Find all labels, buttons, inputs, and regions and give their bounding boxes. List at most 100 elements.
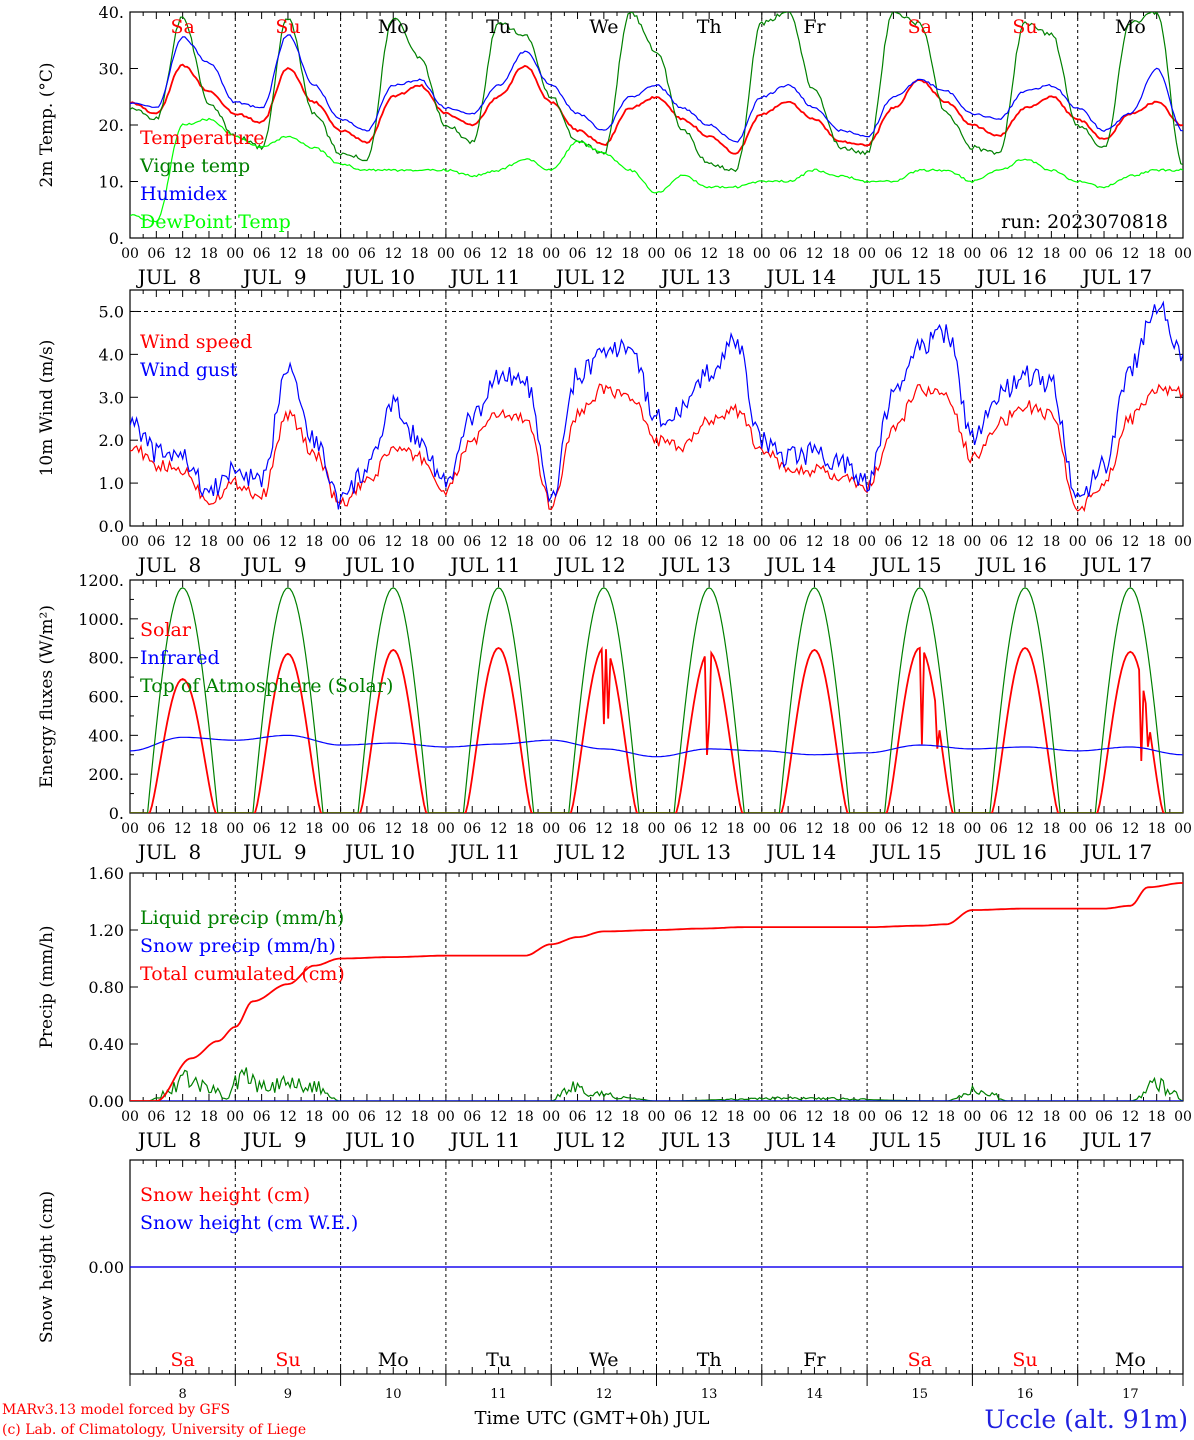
hour-label: 18	[937, 534, 955, 550]
series-line-wind-speed	[130, 383, 1183, 513]
hour-label: 12	[279, 534, 297, 550]
hour-label: 06	[1095, 534, 1113, 550]
hour-label: 18	[937, 1109, 955, 1125]
y-tick-label: 200.	[88, 765, 124, 784]
weekday-label: Su	[1012, 16, 1037, 38]
y-tick-label: 4.0	[99, 345, 124, 364]
date-label: JUL 8	[136, 553, 202, 577]
hour-label: 06	[253, 534, 271, 550]
date-label: JUL 12	[554, 1128, 626, 1152]
day-number-label: 15	[911, 1387, 928, 1402]
lab-credit: (c) Lab. of Climatology, University of L…	[2, 1422, 306, 1438]
weekday-label: Mo	[1115, 16, 1146, 38]
series-group	[130, 300, 1183, 513]
hour-label: 18	[516, 821, 534, 837]
day-number-label: 10	[385, 1387, 402, 1402]
date-label: JUL 14	[764, 265, 836, 289]
legend-entry: Solar	[140, 619, 192, 641]
date-label: JUL 13	[659, 840, 731, 864]
hour-label: 12	[384, 821, 402, 837]
hour-label: 00	[1069, 821, 1087, 837]
hour-label: 12	[911, 534, 929, 550]
run-label: run: 2023070818	[1001, 211, 1168, 233]
weekday-label: Sa	[170, 1349, 194, 1371]
hour-label: 00	[858, 1109, 876, 1125]
legend-entry: Total cumulated (cm)	[140, 963, 345, 985]
y-tick-label: 40.	[99, 3, 124, 22]
y-tick-label: 1000.	[78, 610, 124, 629]
hour-label: 00	[858, 821, 876, 837]
weekday-label: Sa	[908, 1349, 932, 1371]
hour-label: 06	[1095, 821, 1113, 837]
hour-label: 00	[121, 1109, 139, 1125]
hour-label: 06	[779, 246, 797, 262]
hour-label: 00	[121, 534, 139, 550]
legend-entry: Vigne temp	[139, 155, 250, 177]
hour-label: 06	[569, 534, 587, 550]
hour-label: 12	[384, 246, 402, 262]
hour-label: 12	[1121, 246, 1139, 262]
hour-label: 18	[200, 246, 218, 262]
hour-label: 12	[806, 1109, 824, 1125]
day-number-label: 9	[284, 1387, 292, 1402]
hour-label: 18	[1148, 246, 1166, 262]
series-line-humidex	[130, 34, 1183, 143]
hour-label: 06	[779, 821, 797, 837]
hour-label: 18	[516, 1109, 534, 1125]
date-label: JUL 13	[659, 265, 731, 289]
date-label: JUL 15	[870, 265, 942, 289]
hour-label: 18	[516, 246, 534, 262]
hour-label: 00	[753, 534, 771, 550]
hour-label: 06	[253, 1109, 271, 1125]
hour-label: 12	[490, 821, 508, 837]
date-label: JUL 16	[975, 553, 1047, 577]
hour-label: 00	[542, 534, 560, 550]
legend-entry: Wind speed	[140, 331, 252, 353]
hour-label: 06	[1095, 246, 1113, 262]
y-tick-label: 1200.	[78, 571, 124, 590]
hour-label: 00	[332, 534, 350, 550]
hour-label: 00	[1174, 1109, 1192, 1125]
footer: MARv3.13 model forced by GFS (c) Lab. of…	[2, 1402, 1188, 1438]
series-line-wind-gust	[130, 300, 1183, 510]
hour-label: 06	[147, 534, 165, 550]
hour-label: 12	[1121, 1109, 1139, 1125]
y-tick-label: 0.	[109, 804, 124, 823]
date-label: JUL 12	[554, 553, 626, 577]
hour-label: 06	[674, 1109, 692, 1125]
legend-entry: Liquid precip (mm/h)	[140, 907, 344, 929]
hour-label: 12	[490, 534, 508, 550]
y-tick-label: 400.	[88, 726, 124, 745]
hour-label: 18	[621, 1109, 639, 1125]
hour-label: 06	[463, 1109, 481, 1125]
hour-label: 06	[885, 821, 903, 837]
hour-label: 18	[200, 821, 218, 837]
location-label: Uccle (alt. 91m)	[984, 1405, 1188, 1434]
hour-label: 06	[569, 821, 587, 837]
y-tick-label: 0.0	[99, 517, 124, 536]
hour-label: 12	[595, 246, 613, 262]
hour-label: 00	[1069, 246, 1087, 262]
date-label: JUL 15	[870, 553, 942, 577]
hour-label: 00	[963, 1109, 981, 1125]
hour-label: 18	[832, 821, 850, 837]
hour-label: 06	[147, 246, 165, 262]
hour-label: 12	[595, 1109, 613, 1125]
date-label: JUL 9	[241, 840, 307, 864]
date-label: JUL 10	[343, 1128, 415, 1152]
hour-label: 00	[648, 246, 666, 262]
x-axis-title: Time UTC (GMT+0h) JUL	[475, 1408, 710, 1429]
hour-label: 18	[832, 1109, 850, 1125]
hour-label: 12	[279, 246, 297, 262]
hour-label: 00	[542, 246, 560, 262]
hour-label: 06	[990, 246, 1008, 262]
legend-entry: Snow height (cm)	[140, 1184, 310, 1206]
y-tick-label: 1.60	[88, 864, 124, 883]
panel-energy: 0. 200. 400. 600. 800. 1000. 1200. Energy fluxe…	[37, 571, 1192, 864]
hour-label: 12	[911, 821, 929, 837]
series-group	[130, 882, 1183, 1101]
weekday-label: Su	[1012, 1349, 1037, 1371]
hour-label: 00	[963, 246, 981, 262]
hour-label: 06	[990, 534, 1008, 550]
hour-label: 18	[621, 534, 639, 550]
